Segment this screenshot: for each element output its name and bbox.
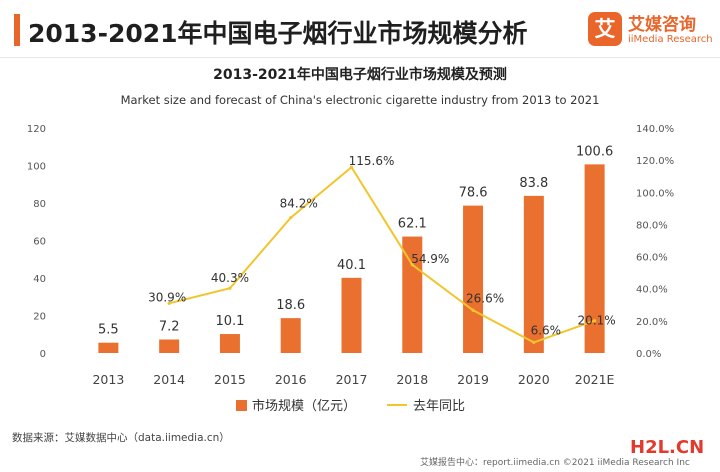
y-right-tick-label: 80.0% — [636, 220, 668, 231]
header: 2013-2021年中国电子烟行业市场规模分析 艾 艾媒咨询 iiMedia R… — [0, 0, 720, 58]
x-tick-label: 2019 — [457, 372, 489, 387]
logo-mark-icon: 艾 — [588, 12, 622, 46]
growth-rate-point — [228, 286, 232, 290]
site-watermark: H2L.CN — [630, 437, 705, 458]
line-data-label: 20.1% — [578, 314, 616, 328]
bar-data-label: 18.6 — [276, 298, 305, 313]
line-data-label: 40.3% — [211, 271, 249, 285]
growth-rate-line — [168, 165, 595, 344]
legend-label-growth-rate: 去年同比 — [413, 399, 465, 414]
y-right-tick-label: 40.0% — [636, 285, 668, 296]
bar-data-label: 40.1 — [337, 258, 366, 273]
line-data-label: 84.2% — [280, 197, 318, 211]
bar-data-label: 100.6 — [576, 144, 613, 159]
bar-market-size — [280, 318, 301, 353]
x-tick-label: 2015 — [214, 372, 246, 387]
bar-data-label: 10.1 — [215, 314, 244, 329]
bar-market-size — [219, 334, 240, 353]
line-data-label: 26.6% — [466, 291, 504, 305]
y-right-tick-label: 0.0% — [636, 349, 661, 360]
bar-market-size — [159, 339, 180, 353]
brand-logo: 艾 艾媒咨询 iiMedia Research — [588, 10, 713, 52]
bar-data-label: 7.2 — [159, 320, 180, 335]
y-right-tick-label: 120.0% — [636, 156, 674, 167]
legend-swatch-bar — [236, 400, 247, 411]
y-left-tick-label: 40 — [33, 274, 46, 285]
y-right-tick-label: 140.0% — [636, 124, 674, 135]
growth-rate-point — [349, 165, 354, 169]
bar-data-label: 78.6 — [459, 186, 488, 201]
line-data-label: 30.9% — [148, 290, 186, 304]
bar-market-size — [523, 195, 544, 353]
bar-market-size — [463, 205, 484, 353]
growth-rate-point — [410, 263, 414, 267]
x-tick-label: 2016 — [275, 372, 307, 387]
line-data-label: 54.9% — [411, 252, 449, 266]
logo-english-name: iiMedia Research — [628, 34, 713, 45]
title-accent-bar — [14, 14, 20, 46]
bar-data-label: 5.5 — [98, 323, 119, 338]
x-tick-label: 2017 — [336, 372, 368, 387]
y-left-tick-label: 60 — [33, 237, 46, 248]
line-data-label: 115.6% — [349, 154, 395, 168]
bar-market-size — [98, 342, 119, 353]
bar-market-size — [341, 277, 362, 353]
growth-rate-point — [167, 301, 171, 305]
bar-data-label: 62.1 — [398, 217, 427, 232]
growth-rate-point — [593, 319, 597, 323]
y-left-tick-label: 80 — [33, 199, 46, 210]
growth-rate-point — [289, 216, 293, 220]
legend-label-market-size: 市场规模（亿元） — [252, 398, 356, 414]
line-data-label: 6.6% — [531, 323, 562, 337]
y-right-tick-label: 20.0% — [636, 317, 668, 328]
header-divider — [0, 57, 720, 58]
x-tick-label: 2018 — [396, 372, 428, 387]
page-title: 2013-2021年中国电子烟行业市场规模分析 — [28, 19, 528, 48]
y-left-tick-label: 20 — [33, 312, 46, 323]
x-tick-label: 2020 — [518, 372, 550, 387]
x-tick-label: 2013 — [92, 372, 124, 387]
chart-subtitle: Market size and forecast of China's elec… — [121, 93, 600, 107]
chart-title: 2013-2021年中国电子烟行业市场规模及预测 — [213, 66, 507, 83]
bar-market-size — [402, 236, 423, 353]
y-left-tick-label: 120 — [27, 124, 46, 135]
data-source-note: 数据来源：艾媒数据中心（data.iimedia.cn） — [12, 432, 230, 444]
logo-chinese-name: 艾媒咨询 — [628, 15, 696, 35]
y-left-tick-label: 0 — [40, 349, 46, 360]
y-right-tick-label: 60.0% — [636, 253, 668, 264]
report-center-note: 艾媒报告中心：report.iimedia.cn ©2021 iiMedia R… — [420, 458, 690, 468]
bar-data-label: 83.8 — [519, 176, 548, 191]
x-tick-label: 2014 — [153, 372, 185, 387]
growth-rate-point — [532, 340, 536, 344]
market-size-chart: 2013-2021年中国电子烟行业市场规模及预测 Market size and… — [27, 66, 674, 414]
growth-rate-point — [471, 308, 475, 312]
chart-legend: 市场规模（亿元） 去年同比 — [236, 398, 465, 414]
bar-market-size — [584, 164, 605, 353]
x-tick-label: 2021E — [575, 372, 615, 387]
plot-area: 0 20 40 60 80 100 120 0.0% 20.0% 40.0% 60.0% 80.0% 1… — [27, 124, 674, 414]
y-left-tick-label: 100 — [27, 162, 46, 173]
y-right-tick-label: 100.0% — [636, 188, 674, 199]
